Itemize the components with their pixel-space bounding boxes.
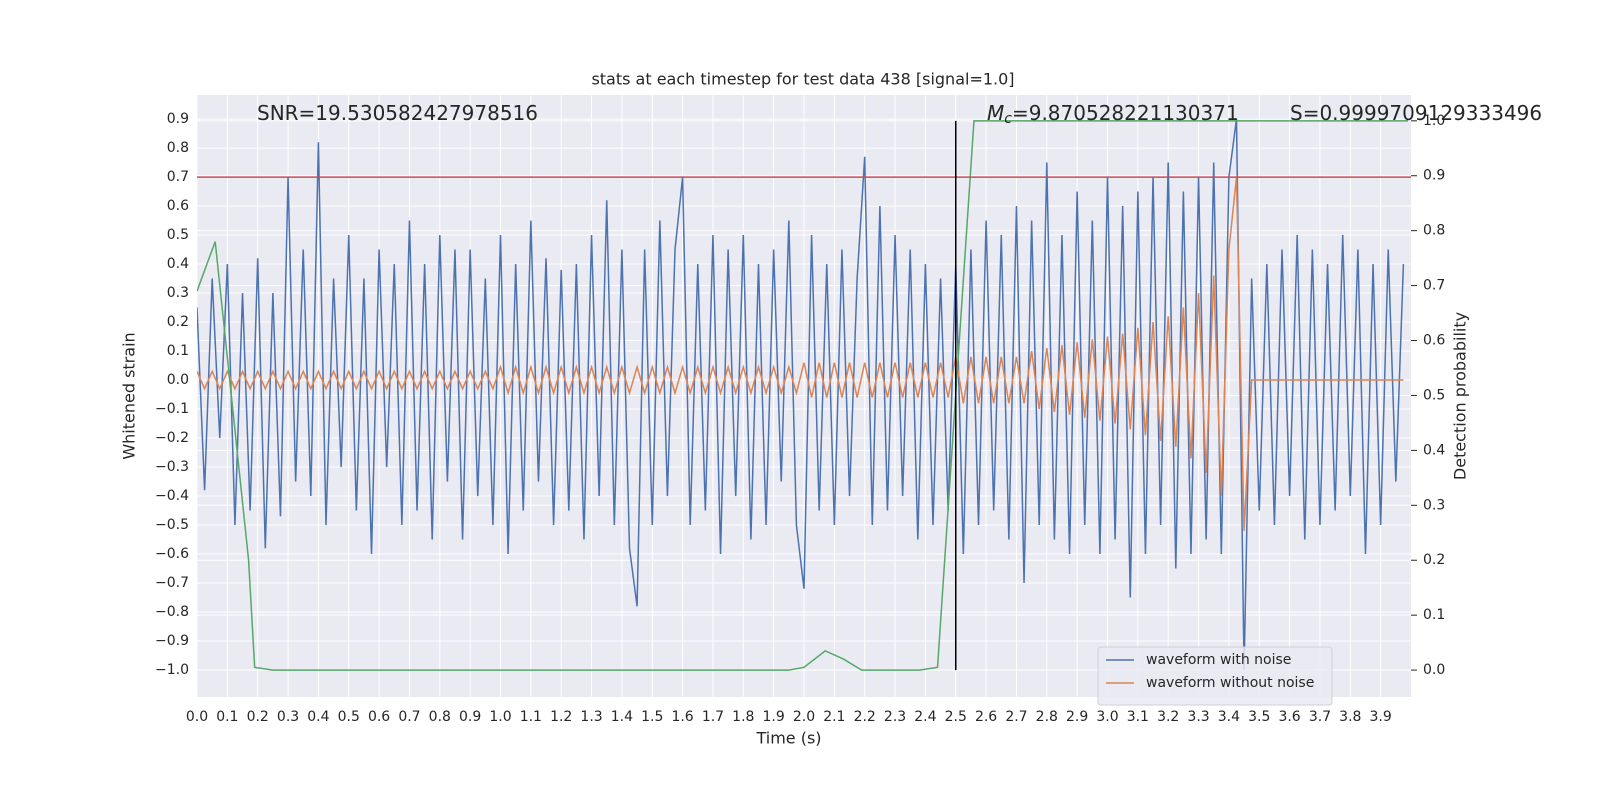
x-tick-label: 3.3 xyxy=(1187,709,1209,725)
x-tick-label: 0.7 xyxy=(398,709,420,725)
series-line xyxy=(197,118,1405,671)
chart-title: stats at each timestep for test data 438… xyxy=(591,70,1014,89)
y2-tick-label: 0.9 xyxy=(1423,168,1445,184)
x-tick-label: 1.1 xyxy=(520,709,542,725)
series-line xyxy=(197,120,1408,671)
x-tick-label: 0.6 xyxy=(368,709,390,725)
y-tick-label: 0.9 xyxy=(167,111,189,127)
x-tick-label: 3.2 xyxy=(1157,709,1179,725)
x-tick-label: 3.5 xyxy=(1248,709,1270,725)
y2-tick-label: 0.4 xyxy=(1423,442,1445,458)
series-line xyxy=(197,176,1404,531)
y-tick-label: −0.5 xyxy=(155,517,189,533)
y2-tick-label: 0.8 xyxy=(1423,223,1445,239)
x-tick-label: 3.1 xyxy=(1127,709,1149,725)
y2-tick-label: 0.6 xyxy=(1423,333,1445,349)
x-tick-label: 0.9 xyxy=(459,709,481,725)
x-tick-label: 3.9 xyxy=(1370,709,1392,725)
x-tick-label: 1.7 xyxy=(702,709,724,725)
annotation: SNR=19.530582427978516 xyxy=(257,101,538,125)
y-tick-label: −0.4 xyxy=(155,488,189,504)
x-tick-label: 2.6 xyxy=(975,709,997,725)
annotation-symbol: M xyxy=(987,101,1004,125)
x-tick-label: 0.3 xyxy=(277,709,299,725)
y-tick-label: −0.7 xyxy=(155,575,189,591)
x-tick-label: 0.0 xyxy=(186,709,208,725)
legend-label: waveform without noise xyxy=(1146,675,1314,691)
y2-tick-label: 0.5 xyxy=(1423,387,1445,403)
annotation-text: S=0.9999709129333496 xyxy=(1290,101,1542,125)
y-tick-label: 0.8 xyxy=(167,140,189,156)
y-tick-label: −0.1 xyxy=(155,401,189,417)
x-tick-label: 2.2 xyxy=(854,709,876,725)
x-tick-label: 2.4 xyxy=(914,709,936,725)
annotation: S=0.9999709129333496 xyxy=(1290,101,1542,125)
x-tick-label: 3.8 xyxy=(1339,709,1361,725)
x-tick-label: 2.7 xyxy=(1005,709,1027,725)
legend-label: waveform with noise xyxy=(1146,652,1291,668)
x-tick-label: 3.0 xyxy=(1096,709,1118,725)
x-tick-label: 1.0 xyxy=(489,709,511,725)
x-tick-label: 3.4 xyxy=(1218,709,1240,725)
annotation-text: SNR=19.530582427978516 xyxy=(257,101,538,125)
annotation-subscript: c xyxy=(1004,111,1012,127)
legend: waveform with noise waveform without nois… xyxy=(1097,646,1333,706)
x-tick-label: 1.8 xyxy=(732,709,754,725)
x-tick-label: 2.8 xyxy=(1036,709,1058,725)
y-tick-label: −0.9 xyxy=(155,633,189,649)
y2-tick-label: 0.2 xyxy=(1423,552,1445,568)
y-tick-label: 0.0 xyxy=(167,372,189,388)
x-tick-label: 2.5 xyxy=(945,709,967,725)
y2-tick-label: 0.7 xyxy=(1423,278,1445,294)
y-tick-label: 0.5 xyxy=(167,227,189,243)
x-tick-label: 0.8 xyxy=(429,709,451,725)
x-tick-label: 2.9 xyxy=(1066,709,1088,725)
y-tick-label: −1.0 xyxy=(155,662,189,678)
x-tick-label: 1.6 xyxy=(671,709,693,725)
y-tick-label: 0.3 xyxy=(167,285,189,301)
x-tick-label: 1.9 xyxy=(763,709,785,725)
y-axis-label: Whitened strain xyxy=(120,332,139,459)
y-tick-label: 0.2 xyxy=(167,314,189,330)
x-tick-label: 1.5 xyxy=(641,709,663,725)
x-tick-label: 0.2 xyxy=(247,709,269,725)
x-axis-label: Time (s) xyxy=(755,729,821,748)
x-tick-label: 2.1 xyxy=(823,709,845,725)
y-tick-label: 0.6 xyxy=(167,198,189,214)
y-tick-label: 0.4 xyxy=(167,256,189,272)
y2-tick-label: 0.3 xyxy=(1423,497,1445,513)
x-tick-label: 0.1 xyxy=(216,709,238,725)
x-tick-label: 1.4 xyxy=(611,709,633,725)
y-tick-label: 0.7 xyxy=(167,169,189,185)
y2-tick-label: 0.0 xyxy=(1423,662,1445,678)
x-tick-label: 0.5 xyxy=(338,709,360,725)
y2-axis-label: Detection probability xyxy=(1451,312,1470,480)
x-tick-label: 3.7 xyxy=(1309,709,1331,725)
y2-tick-label: 1.0 xyxy=(1423,113,1445,129)
x-tick-label: 2.0 xyxy=(793,709,815,725)
marks xyxy=(197,118,1411,671)
x-tick-label: 2.3 xyxy=(884,709,906,725)
legend-box xyxy=(1097,646,1333,706)
y-tick-label: 0.1 xyxy=(167,343,189,359)
y2-tick-label: 0.1 xyxy=(1423,607,1445,623)
labels: 0.0 0.1 0.2 0.3 0.4 0.5 0.6 0.7 0.8 0.9 1.0 1.1 1.2 1… xyxy=(155,111,1445,725)
x-tick-label: 1.2 xyxy=(550,709,572,725)
y-tick-label: −0.8 xyxy=(155,604,189,620)
x-tick-label: 3.6 xyxy=(1278,709,1300,725)
y-tick-label: −0.3 xyxy=(155,459,189,475)
annotation: Mc=9.870528221130371 xyxy=(987,101,1239,128)
annotation-text: =9.870528221130371 xyxy=(1012,101,1239,125)
y-tick-label: −0.2 xyxy=(155,430,189,446)
x-tick-label: 0.4 xyxy=(307,709,329,725)
y-tick-label: −0.6 xyxy=(155,546,189,562)
x-tick-label: 1.3 xyxy=(580,709,602,725)
